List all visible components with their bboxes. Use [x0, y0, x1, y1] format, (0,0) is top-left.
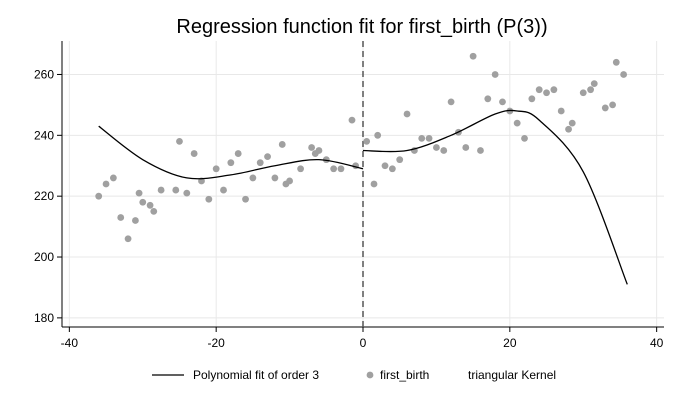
scatter-point: [256, 159, 264, 167]
scatter-point: [587, 86, 594, 94]
x-tick-label: -40: [61, 336, 79, 350]
scatter-point: [447, 98, 455, 106]
legend-label-kernel: triangular Kernel: [468, 368, 556, 382]
scatter-point: [198, 177, 205, 185]
legend-label-first-birth: first_birth: [380, 368, 429, 382]
scatter-point: [543, 89, 550, 97]
scatter-point: [117, 214, 125, 221]
scatter-point: [499, 98, 506, 106]
scatter-point: [242, 195, 249, 203]
scatter-point: [374, 131, 382, 139]
scatter-point: [388, 165, 396, 173]
scatter-point: [535, 86, 543, 94]
x-tick-label: 0: [360, 336, 367, 350]
scatter-point: [579, 89, 587, 97]
scatter-point: [609, 101, 617, 109]
scatter-point: [462, 144, 470, 151]
scatter-point: [146, 201, 154, 209]
scatter-point: [381, 162, 389, 170]
scatter-point: [348, 116, 356, 124]
scatter-point: [132, 217, 139, 224]
scatter-point: [176, 138, 183, 145]
y-tick-label: 240: [34, 128, 54, 142]
scatter-point: [601, 104, 609, 112]
scatter-point: [172, 186, 180, 194]
legend-label-polynomial: Polynomial fit of order 3: [193, 368, 319, 382]
scatter-point: [297, 165, 304, 173]
scatter-point: [234, 150, 242, 157]
scatter-point: [370, 180, 378, 188]
scatter-point: [396, 156, 404, 164]
chart-title: Regression function fit for first_birth …: [176, 16, 547, 38]
scatter-point: [102, 180, 110, 188]
scatter-point: [590, 80, 598, 87]
fit-line-right: [362, 109, 628, 285]
scatter-point: [521, 134, 528, 142]
scatter-point: [612, 58, 620, 66]
scatter-point: [568, 119, 576, 127]
y-tick-label: 180: [34, 311, 54, 325]
scatter-point: [477, 147, 484, 154]
scatter-point: [271, 174, 279, 182]
scatter-point: [425, 134, 433, 142]
scatter-point: [550, 86, 558, 94]
x-tick-label: 20: [503, 336, 517, 350]
scatter-point: [227, 159, 235, 167]
scatter-point: [308, 144, 316, 151]
scatter-point: [403, 110, 411, 118]
scatter-point: [315, 147, 323, 154]
scatter-point: [322, 156, 330, 164]
scatter-point: [278, 141, 286, 148]
scatter-point: [484, 95, 492, 103]
scatter-point: [109, 174, 117, 182]
scatter-point: [363, 138, 371, 145]
scatter-point: [557, 107, 565, 115]
scatter-point: [440, 147, 448, 154]
fit-lines: [98, 109, 628, 285]
scatter-point: [124, 235, 132, 243]
scatter-point: [620, 71, 628, 78]
scatter-point: [330, 165, 338, 173]
scatter-point: [249, 174, 257, 182]
scatter-point: [469, 52, 477, 60]
scatter-point: [205, 195, 213, 203]
scatter-point: [135, 189, 143, 197]
scatter-point: [286, 177, 293, 185]
scatter-point: [95, 192, 103, 200]
scatter-point: [190, 150, 198, 157]
scatter-point: [212, 165, 220, 173]
scatter-point: [150, 207, 158, 215]
scatter-point: [513, 119, 521, 127]
scatter-point: [565, 125, 572, 133]
scatter-point: [433, 144, 440, 151]
scatter-point: [337, 165, 345, 173]
y-tick-label: 200: [34, 250, 54, 264]
scatter-point: [528, 95, 536, 103]
scatter-point: [139, 198, 147, 206]
legend: Polynomial fit of order 3 first_birth tria…: [152, 368, 556, 382]
scatter-point: [220, 186, 227, 194]
scatter-point: [264, 153, 271, 161]
y-tick-label: 220: [34, 189, 54, 203]
y-tick-label: 260: [34, 67, 54, 81]
x-tick-label: -20: [207, 336, 225, 350]
x-tick-label: 40: [650, 336, 664, 350]
scatter-point: [183, 189, 191, 197]
scatter-point: [157, 186, 165, 194]
scatter-point: [491, 71, 499, 78]
tick-labels: 180 200 220 240 260 -40 -20 0 20 40: [34, 67, 664, 350]
fit-line-left: [98, 125, 364, 180]
legend-point-swatch: [366, 371, 374, 379]
scatter-point: [418, 134, 426, 142]
